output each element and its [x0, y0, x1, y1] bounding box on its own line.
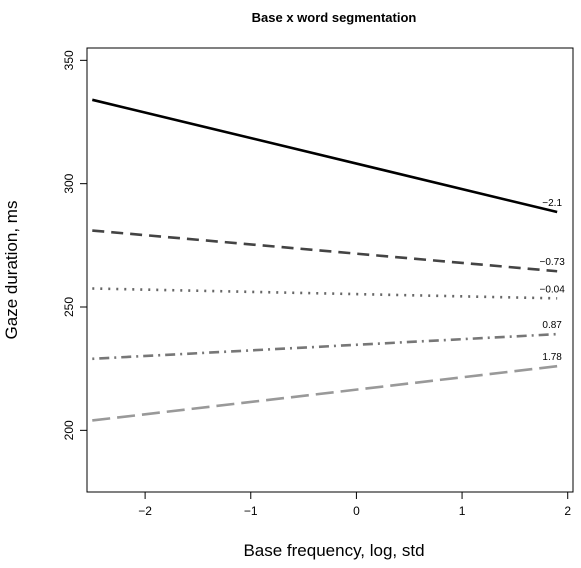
x-tick-label: 1	[459, 504, 466, 518]
x-tick-label: 2	[564, 504, 571, 518]
series-label: −0.73	[539, 257, 565, 268]
series-line	[92, 364, 558, 422]
x-tick-label: −1	[244, 504, 258, 518]
series-label: 1.78	[542, 352, 562, 363]
y-tick-label: 350	[62, 50, 76, 70]
y-tick-label: 300	[62, 173, 76, 193]
chart-title: Base x word segmentation	[252, 10, 417, 25]
series-label: 0.87	[542, 320, 562, 331]
line-labels: −2.1 −0.73 −0.04 0.87 1.78	[539, 198, 565, 363]
series-label: −0.04	[539, 284, 565, 295]
x-tick-label: 0	[353, 504, 360, 518]
x-axis: −2 −1 0 1 2	[138, 492, 571, 518]
x-tick-label: −2	[138, 504, 152, 518]
series-layer	[91, 98, 558, 422]
y-axis: 200 250 300 350	[62, 50, 87, 440]
series-line	[92, 332, 558, 361]
plot-frame	[86, 47, 574, 493]
y-tick-label: 200	[62, 420, 76, 440]
x-axis-title: Base frequency, log, std	[243, 541, 424, 560]
y-tick-label: 250	[62, 297, 76, 317]
y-axis-title: Gaze duration, ms	[2, 201, 21, 340]
series-label: −2.1	[542, 198, 562, 209]
series-line	[92, 229, 558, 273]
series-line	[92, 287, 558, 300]
series-line	[91, 98, 558, 214]
